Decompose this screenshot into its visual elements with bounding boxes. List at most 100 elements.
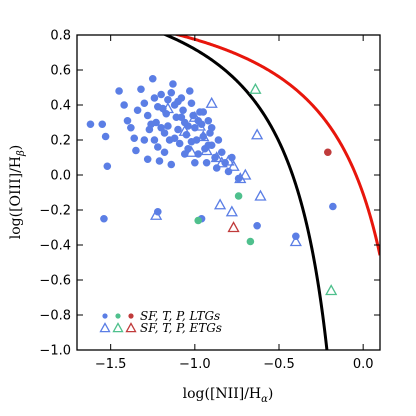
sf-etg-point bbox=[222, 154, 235, 166]
legend-marker-circle bbox=[102, 313, 108, 319]
sf-ltg-point bbox=[150, 94, 159, 102]
sf-etg-point bbox=[213, 198, 227, 210]
y-axis-label: log([OIII]/Hβ) bbox=[8, 145, 27, 240]
sf-etg-point bbox=[215, 156, 228, 168]
y-tick-label: −0.6 bbox=[39, 274, 71, 289]
sf-etg-point bbox=[197, 130, 210, 142]
y-tick-label: −0.2 bbox=[39, 204, 71, 219]
sf-etg-point bbox=[205, 96, 218, 108]
sf-ltg-point bbox=[167, 160, 176, 169]
sf-ltg-point bbox=[207, 123, 216, 132]
t-etg-point bbox=[325, 284, 338, 296]
sf-ltg-point bbox=[140, 99, 149, 108]
sf-ltg-point bbox=[170, 134, 179, 143]
y-tick-label: 0.8 bbox=[50, 29, 71, 44]
sf-ltg-point bbox=[150, 136, 159, 144]
sf-ltg-point bbox=[157, 90, 165, 99]
t-ltg-point bbox=[194, 216, 202, 225]
y-tick-label: 0.0 bbox=[50, 169, 71, 184]
sf-ltg-point bbox=[174, 125, 182, 134]
legend-marker-circle bbox=[115, 313, 121, 319]
x-tick-label: −1.0 bbox=[179, 357, 211, 372]
sf-ltg-point bbox=[103, 162, 112, 171]
sf-ltg-point bbox=[187, 99, 196, 108]
sf-ltg-point bbox=[123, 116, 132, 125]
sf-ltg-point bbox=[167, 88, 176, 97]
sf-ltg-point bbox=[174, 97, 182, 106]
sf-ltg-point bbox=[179, 106, 187, 115]
sf-ltg-point bbox=[154, 143, 162, 151]
sf-ltg-point bbox=[101, 132, 110, 141]
t-etg-point bbox=[249, 82, 262, 94]
legend-marker-triangle bbox=[99, 322, 111, 333]
sf-ltg-point bbox=[217, 148, 226, 157]
sf-ltg-point bbox=[199, 108, 208, 116]
sf-ltg-point bbox=[132, 146, 140, 155]
sf-ltg-point bbox=[143, 111, 152, 120]
axis-ticks: −1.5 −1.0 −0.5 0.0 −1.0 −0.8 −0.6 −0.4 −0.2 0.0 0.… bbox=[39, 29, 380, 372]
sf-etg-point bbox=[289, 235, 302, 247]
sf-ltg-point bbox=[157, 123, 165, 132]
x-axis-label: log([NII]/Hα) bbox=[183, 386, 274, 405]
legend-label: SF, T, P, LTGs bbox=[140, 309, 220, 323]
t-ltg-point bbox=[246, 237, 255, 246]
legend-marker-triangle bbox=[112, 322, 124, 333]
sf-ltg-point bbox=[98, 120, 107, 129]
sf-etg-point bbox=[234, 172, 247, 184]
sf-ltg-point bbox=[164, 95, 172, 104]
y-tick-label: −0.4 bbox=[39, 239, 71, 254]
p-etg-point bbox=[227, 221, 240, 233]
sf-ltg-point bbox=[143, 155, 152, 164]
sf-ltg-point bbox=[154, 102, 162, 111]
sf-ltg-point bbox=[185, 87, 194, 95]
sf-etg-point bbox=[193, 119, 206, 131]
legend-label: SF, T, P, ETGs bbox=[140, 321, 222, 335]
sf-etg-point bbox=[185, 145, 198, 157]
legend-marker-triangle bbox=[125, 322, 137, 333]
sf-ltg-point bbox=[191, 158, 199, 167]
sf-ltg-point bbox=[115, 87, 123, 95]
sf-ltg-point bbox=[224, 167, 233, 176]
sf-ltg-point bbox=[175, 139, 184, 148]
sf-ltg-point bbox=[120, 101, 128, 109]
x-tick-label: −1.5 bbox=[95, 357, 127, 372]
sf-ltg-point bbox=[214, 136, 223, 144]
x-tick-label: 0.0 bbox=[353, 357, 374, 372]
sf-etg-point bbox=[188, 110, 201, 122]
sf-ltg-point bbox=[137, 85, 145, 94]
y-tick-label: 0.4 bbox=[50, 99, 71, 114]
sf-ltg-point bbox=[155, 157, 164, 165]
sf-ltg-point bbox=[164, 122, 172, 130]
sf-etg-point bbox=[200, 144, 213, 156]
sf-ltg-point bbox=[133, 106, 142, 115]
kewley-curve bbox=[172, 35, 380, 256]
plot-frame bbox=[76, 34, 381, 351]
sf-ltg-point bbox=[86, 120, 95, 129]
t-ltg-point bbox=[234, 192, 243, 200]
sf-etg-point bbox=[210, 151, 223, 163]
x-tick-label: −0.5 bbox=[263, 357, 295, 372]
legend-marker-circle bbox=[128, 313, 134, 319]
y-tick-label: −1.0 bbox=[39, 344, 71, 359]
kauffmann-curve bbox=[162, 35, 329, 350]
sf-etg-point bbox=[254, 189, 267, 201]
p-ltg-point bbox=[324, 148, 332, 157]
sf-etg-point bbox=[251, 128, 264, 140]
sf-ltg-point bbox=[127, 123, 135, 132]
sf-ltg-point bbox=[100, 214, 108, 223]
data-points bbox=[86, 74, 338, 296]
y-tick-label: 0.2 bbox=[50, 134, 71, 149]
sf-ltg-point bbox=[204, 116, 213, 125]
sf-etg-point bbox=[239, 168, 252, 180]
y-tick-label: 0.6 bbox=[50, 64, 71, 79]
sf-ltg-point bbox=[140, 136, 149, 144]
sf-ltg-point bbox=[329, 202, 337, 211]
sf-etg-point bbox=[150, 208, 163, 220]
sf-ltg-point bbox=[169, 80, 177, 88]
sf-ltg-point bbox=[212, 164, 221, 172]
sf-ltg-point bbox=[148, 74, 157, 83]
sf-ltg-point bbox=[187, 137, 196, 146]
